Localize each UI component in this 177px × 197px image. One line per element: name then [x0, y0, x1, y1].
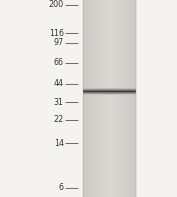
Bar — [83, 0, 84, 197]
Bar — [85, 0, 86, 197]
Bar — [133, 0, 134, 197]
Text: 116: 116 — [49, 29, 64, 38]
Bar — [86, 0, 87, 197]
Bar — [121, 0, 122, 197]
Text: 14: 14 — [54, 139, 64, 148]
Bar — [128, 0, 129, 197]
Bar — [109, 0, 110, 197]
Text: 97: 97 — [53, 38, 64, 47]
Bar — [120, 0, 121, 197]
Bar — [116, 0, 117, 197]
Text: 22: 22 — [53, 115, 64, 124]
Bar — [111, 0, 112, 197]
Bar — [124, 0, 125, 197]
Bar — [129, 0, 130, 197]
Bar — [88, 0, 90, 197]
Bar — [107, 0, 108, 197]
Bar — [117, 0, 118, 197]
Bar — [131, 0, 132, 197]
Bar — [126, 0, 127, 197]
Bar — [130, 0, 131, 197]
Bar — [115, 0, 116, 197]
Bar — [92, 0, 93, 197]
Bar — [112, 0, 113, 197]
Bar — [127, 0, 128, 197]
Bar — [101, 0, 102, 197]
Bar — [125, 0, 126, 197]
Text: 44: 44 — [54, 79, 64, 88]
Bar — [135, 0, 136, 197]
Bar — [122, 0, 124, 197]
Bar — [113, 0, 114, 197]
Bar — [91, 0, 92, 197]
Bar — [104, 0, 105, 197]
Bar — [97, 0, 98, 197]
Bar — [96, 0, 97, 197]
Bar — [94, 0, 95, 197]
Bar — [134, 0, 135, 197]
Bar — [110, 0, 111, 197]
Bar — [93, 0, 94, 197]
Text: 200: 200 — [49, 0, 64, 9]
Bar — [102, 0, 103, 197]
Bar — [114, 0, 115, 197]
Bar — [108, 0, 109, 197]
Text: 66: 66 — [54, 58, 64, 67]
Bar — [119, 0, 120, 197]
Bar — [90, 0, 91, 197]
Bar — [105, 0, 107, 197]
Bar — [103, 0, 104, 197]
Text: 31: 31 — [54, 98, 64, 107]
Bar — [99, 0, 100, 197]
Text: 6: 6 — [59, 183, 64, 192]
Bar — [95, 0, 96, 197]
Bar — [132, 0, 133, 197]
Bar — [87, 0, 88, 197]
Bar — [98, 0, 99, 197]
Bar — [84, 0, 85, 197]
Bar — [100, 0, 101, 197]
Bar — [118, 0, 119, 197]
